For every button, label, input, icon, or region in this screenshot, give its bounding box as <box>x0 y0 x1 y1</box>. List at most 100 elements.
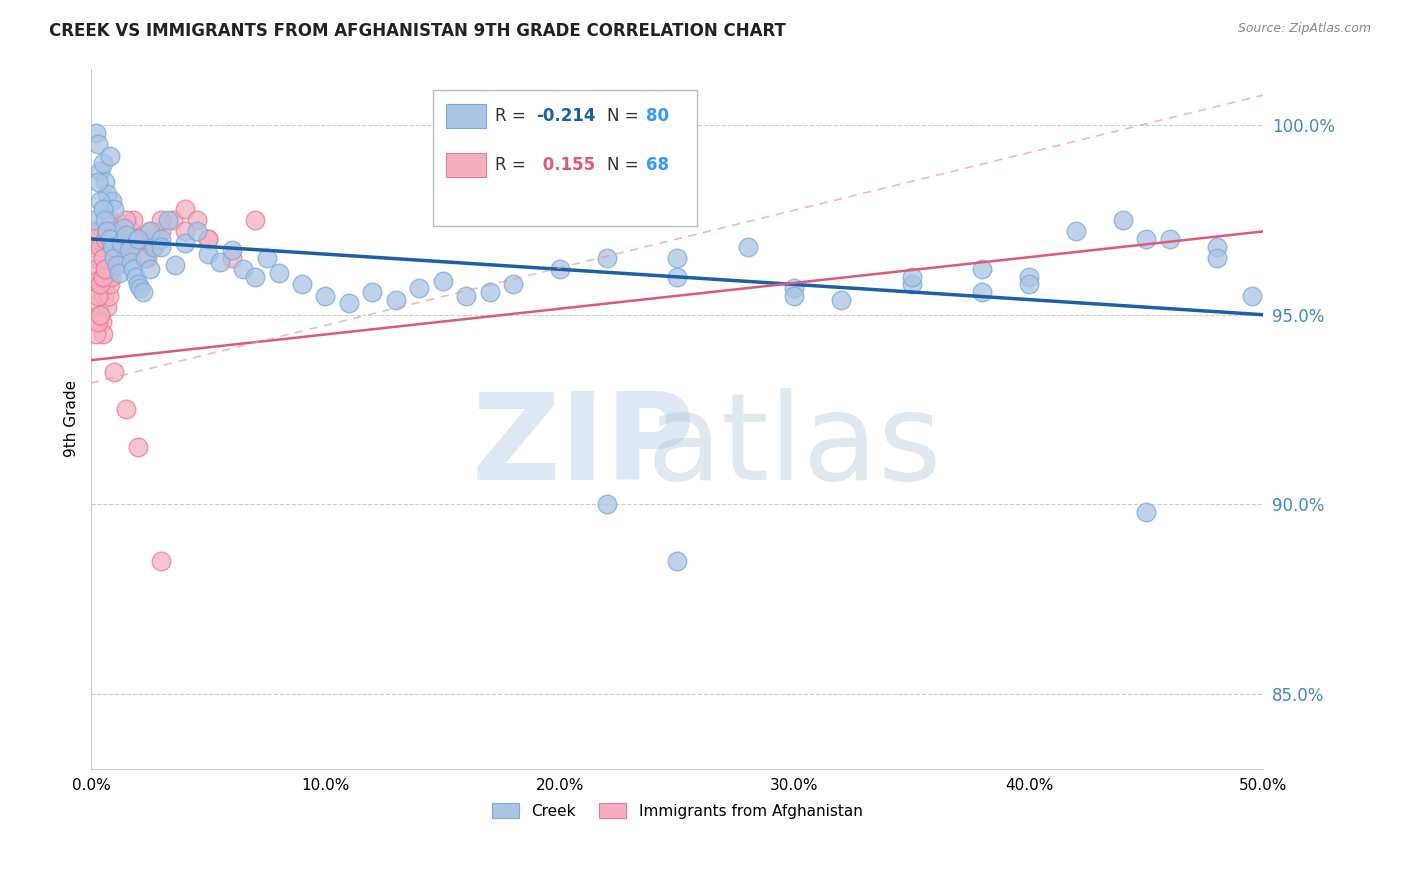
Y-axis label: 9th Grade: 9th Grade <box>65 380 79 458</box>
Text: 0.155: 0.155 <box>537 156 595 174</box>
Point <box>243 213 266 227</box>
Point <box>596 497 619 511</box>
Point <box>136 251 159 265</box>
Point <box>267 266 290 280</box>
Point <box>408 281 430 295</box>
Point <box>127 239 149 253</box>
Point <box>98 213 121 227</box>
Point <box>291 277 314 292</box>
Point <box>150 224 173 238</box>
Point <box>970 285 993 299</box>
Point <box>900 277 922 292</box>
Point <box>197 247 219 261</box>
Point <box>783 289 806 303</box>
Point <box>115 213 138 227</box>
Point <box>596 251 619 265</box>
Legend: Creek, Immigrants from Afghanistan: Creek, Immigrants from Afghanistan <box>485 797 869 825</box>
Point <box>103 202 125 216</box>
Point <box>82 224 104 238</box>
Point <box>89 239 111 253</box>
Text: N =: N = <box>607 156 644 174</box>
Point <box>432 274 454 288</box>
Point <box>127 232 149 246</box>
Point <box>1135 232 1157 246</box>
Point <box>197 232 219 246</box>
Point <box>315 289 337 303</box>
Point <box>134 251 156 265</box>
Point <box>1018 269 1040 284</box>
Point <box>970 262 993 277</box>
Point <box>900 269 922 284</box>
Point <box>82 213 104 227</box>
Point <box>173 202 195 216</box>
Point <box>830 293 852 307</box>
Point <box>173 235 195 250</box>
Point <box>94 232 117 246</box>
Point <box>108 224 131 238</box>
Point <box>208 254 231 268</box>
Point <box>96 300 118 314</box>
Point <box>115 402 138 417</box>
Point <box>112 239 135 253</box>
Point <box>186 213 208 227</box>
Point <box>91 156 114 170</box>
Point <box>112 220 135 235</box>
Point <box>1135 505 1157 519</box>
Point <box>124 269 146 284</box>
Point <box>165 259 187 273</box>
Text: Source: ZipAtlas.com: Source: ZipAtlas.com <box>1237 22 1371 36</box>
Point <box>243 269 266 284</box>
Point <box>110 235 132 250</box>
Point <box>145 232 167 246</box>
Point <box>150 554 173 568</box>
Point <box>138 224 160 238</box>
Point <box>127 232 149 246</box>
Point <box>131 232 153 246</box>
Point <box>173 224 195 238</box>
Point <box>115 228 138 243</box>
Point <box>90 315 112 329</box>
Point <box>100 269 122 284</box>
Text: 68: 68 <box>645 156 669 174</box>
Point <box>120 224 142 238</box>
Point <box>115 247 138 261</box>
Point <box>96 224 118 238</box>
Point <box>138 262 160 277</box>
Point <box>1240 289 1263 303</box>
Point <box>101 232 124 246</box>
Point <box>82 239 104 253</box>
Point <box>98 277 121 292</box>
Point <box>105 259 128 273</box>
Point <box>103 251 125 265</box>
Point <box>103 224 125 238</box>
Point <box>91 326 114 341</box>
Point <box>103 239 125 253</box>
Point <box>96 224 118 238</box>
Point <box>737 239 759 253</box>
Point <box>98 148 121 162</box>
Point <box>385 293 408 307</box>
Point <box>86 274 108 288</box>
Point <box>84 326 107 341</box>
Point <box>89 194 111 208</box>
Point <box>186 224 208 238</box>
Point <box>96 269 118 284</box>
Point <box>94 175 117 189</box>
Point <box>221 244 243 258</box>
Text: 80: 80 <box>645 107 669 125</box>
Text: N =: N = <box>607 107 644 125</box>
Point <box>502 277 524 292</box>
Point <box>91 269 114 284</box>
Point <box>127 277 149 292</box>
Point <box>87 285 110 299</box>
Point <box>127 440 149 454</box>
Point <box>89 308 111 322</box>
FancyBboxPatch shape <box>433 89 697 227</box>
Point <box>117 232 139 246</box>
Point <box>143 239 166 253</box>
Point <box>96 186 118 201</box>
Point <box>87 315 110 329</box>
Point <box>84 232 107 246</box>
Point <box>84 126 107 140</box>
Point <box>110 217 132 231</box>
